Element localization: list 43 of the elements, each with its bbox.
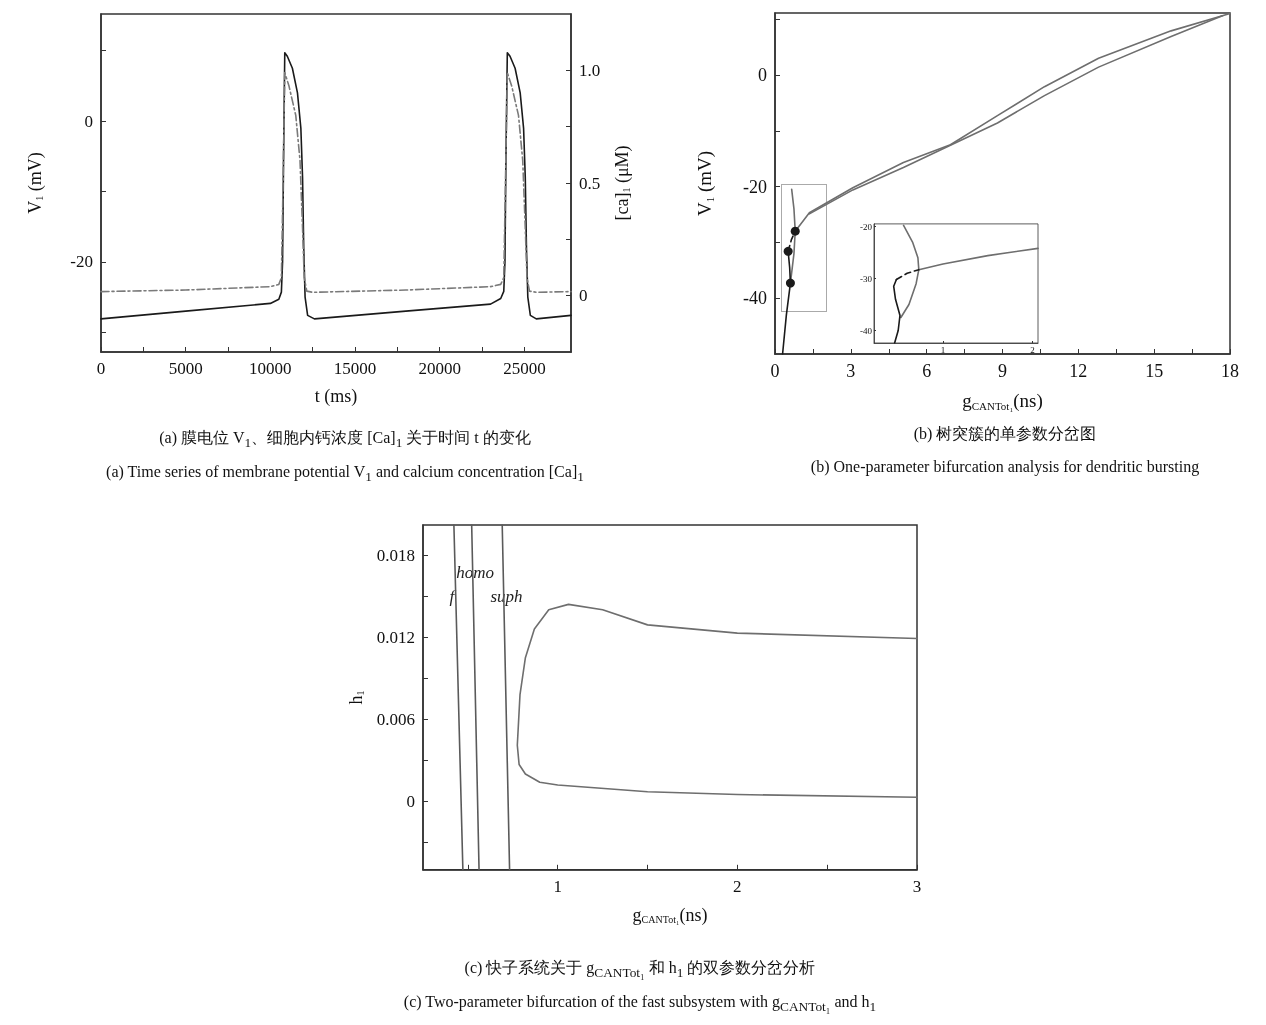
x-tick-label: 1 xyxy=(940,344,946,355)
x-tick-label: 15000 xyxy=(333,359,377,378)
y-axis-title: V1 (mV) xyxy=(24,152,46,214)
y-tick-label: -40 xyxy=(860,325,873,336)
y-axis-title: h1 xyxy=(345,690,367,705)
y-tick-label: -20 xyxy=(70,252,93,272)
y-tick-label: -20 xyxy=(860,221,873,232)
y-tick-label: 0 xyxy=(406,791,415,811)
y-tick-label: -40 xyxy=(743,288,767,309)
x-tick-label: 12 xyxy=(1069,361,1088,381)
x-tick-label: 0 xyxy=(770,361,780,381)
text: (b) 树突簇的单参数分岔图 xyxy=(913,424,1097,445)
x-tick-label: 9 xyxy=(998,361,1007,381)
y2-tick-label: 0.5 xyxy=(579,173,601,193)
text: (a) 膜电位 V$_{1}$、细胞内钙浓度 [Ca]$_{1}$ 关于时间 t 的变化 xyxy=(159,428,531,452)
y-tick-label: 0.006 xyxy=(376,709,415,729)
y2-tick-label: 0 xyxy=(579,286,588,306)
x-tick-label: 0 xyxy=(96,359,106,378)
text: (a) Time series of membrane potential V$_{1}$ and calcium concentration [Ca]$_{1}$ xyxy=(106,463,584,486)
x-tick-label: 18 xyxy=(1221,361,1239,381)
x-axis-title: t (ms) xyxy=(314,386,358,407)
y2-axis-title: [ca]1 (μM) xyxy=(611,145,633,221)
text: (c) 快子系统关于 g$_{CANTot₁}$ 和 h$_{1}$ 的双参数分岔分析 xyxy=(464,958,816,982)
x-tick-label: 2 xyxy=(1030,344,1035,355)
x-tick-label: 15 xyxy=(1145,361,1164,381)
y-tick-label: -20 xyxy=(743,176,767,197)
text: (b) One-parameter bifurcation analysis for dendritic bursting xyxy=(810,458,1200,476)
x-tick-label: 25000 xyxy=(503,359,546,378)
x-tick-label: 5000 xyxy=(168,359,203,378)
y-axis-title: V1 (mV) xyxy=(694,150,717,217)
x-tick-label: 6 xyxy=(922,361,932,381)
y-tick-label: 0.012 xyxy=(376,627,415,647)
x-tick-label: 2 xyxy=(733,876,742,896)
y-tick-label: 0.018 xyxy=(376,545,415,565)
y2-tick-label: 1.0 xyxy=(579,60,601,80)
x-tick-label: 1 xyxy=(553,876,562,896)
x-tick-label: 3 xyxy=(846,361,856,381)
x-tick-label: 10000 xyxy=(249,359,292,378)
text: (c) Two-parameter bifurcation of the fast subsystem with g$_{CANTot₁}$ and h$_{1}$ xyxy=(403,993,877,1016)
y-tick-label: -30 xyxy=(860,273,873,284)
x-tick-label: 20000 xyxy=(418,359,461,378)
y-tick-label: 0 xyxy=(758,64,767,85)
x-tick-label: 3 xyxy=(912,876,922,896)
